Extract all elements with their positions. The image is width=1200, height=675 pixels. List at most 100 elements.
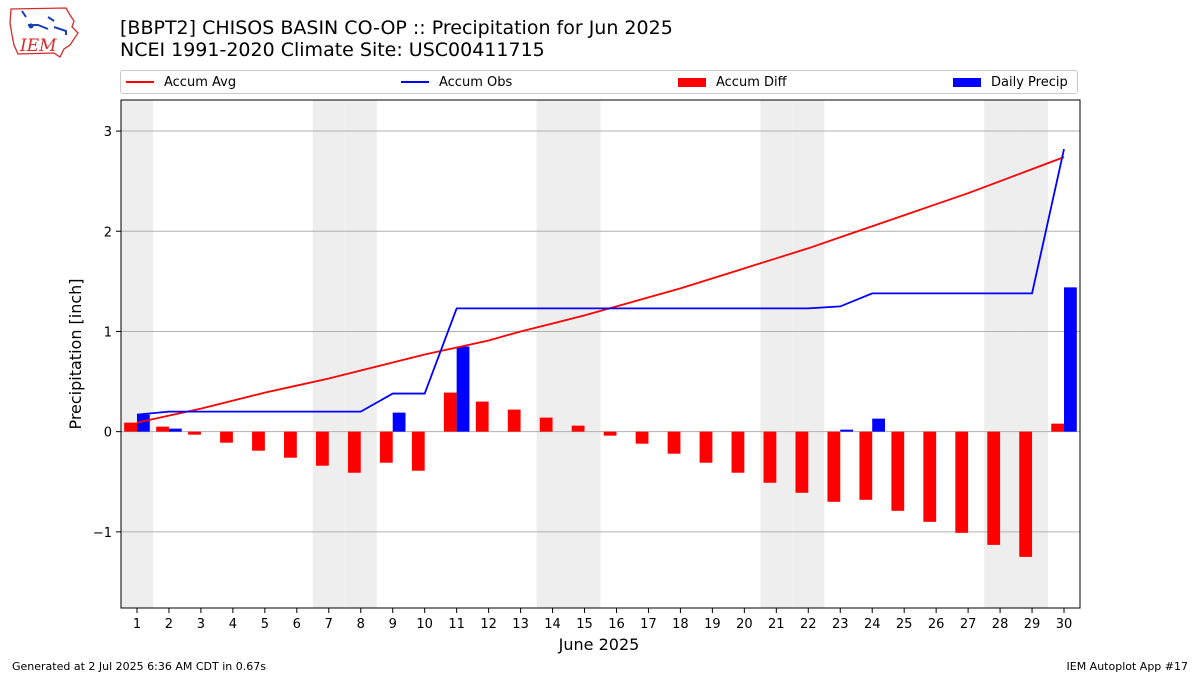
accum-obs-line	[136, 148, 1065, 416]
accum-diff-bar	[539, 417, 553, 432]
accum-lines	[136, 148, 1065, 424]
x-tick-label: 5	[261, 617, 269, 632]
accum-diff-bar	[795, 431, 809, 493]
accum-diff-bar	[315, 431, 329, 466]
accum-diff-bar	[220, 431, 233, 443]
daily-precip-bar	[1064, 287, 1077, 432]
footer-app: IEM Autoplot App #17	[1066, 660, 1189, 673]
accum-diff-bar	[252, 431, 265, 451]
x-tick-label: 17	[640, 617, 657, 632]
y-tick-label: 1	[104, 325, 112, 340]
accum-diff-bar	[923, 431, 937, 522]
accum-diff-bars	[124, 392, 1065, 557]
accum-diff-bar	[1051, 423, 1065, 432]
accum-diff-bar	[731, 431, 745, 473]
accum-diff-bar	[571, 425, 585, 432]
accum-diff-bar	[507, 409, 521, 432]
accum-diff-bar	[443, 392, 457, 432]
logo-text: IEM	[19, 36, 57, 56]
accum-diff-bar	[891, 431, 905, 511]
x-tick-label: 11	[448, 617, 465, 632]
legend-item-accum-obs: Accum Obs	[401, 71, 512, 93]
x-tick-label: 16	[608, 617, 625, 632]
x-axis-ticks: 1 2 3 4 5 6 7 8 9 10 11 12 13 14 15 16 17 18 19 20 21 22 23 24 2…	[133, 608, 1072, 632]
accum-diff-bar	[284, 431, 297, 458]
y-tick-label: 2	[104, 225, 112, 240]
x-tick-label: 4	[229, 617, 237, 632]
x-tick-label: 14	[544, 617, 561, 632]
x-tick-label: 12	[480, 617, 497, 632]
legend-item-daily-precip: Daily Precip	[953, 71, 1068, 93]
iem-logo: IEM	[9, 7, 79, 58]
x-tick-label: 25	[896, 617, 913, 632]
legend-swatch-daily-precip	[953, 77, 981, 87]
legend-swatch-accum-diff	[678, 77, 706, 87]
x-tick-label: 9	[389, 617, 397, 632]
x-tick-label: 21	[768, 617, 785, 632]
accum-diff-bar	[763, 431, 777, 483]
accum-diff-bar	[411, 431, 425, 471]
x-tick-label: 15	[576, 617, 593, 632]
accum-diff-bar	[859, 431, 873, 500]
daily-precip-bar	[168, 428, 182, 432]
chart-title: [BBPT2] CHISOS BASIN CO-OP :: Precipitat…	[120, 17, 673, 39]
accum-diff-bar	[667, 431, 681, 454]
x-tick-label: 26	[928, 617, 945, 632]
accum-diff-bar	[475, 401, 489, 432]
weekend-band	[344, 100, 377, 608]
accum-diff-bar	[635, 431, 649, 444]
plot-frame	[120, 99, 1081, 609]
legend-label-accum-diff: Accum Diff	[716, 74, 787, 90]
accum-diff-bar	[827, 431, 841, 502]
weekend-band	[568, 100, 601, 608]
x-tick-label: 19	[704, 617, 721, 632]
daily-precip-bars	[136, 287, 1077, 432]
daily-precip-bar	[872, 418, 886, 432]
y-axis-label: Precipitation [inch]	[66, 278, 85, 429]
x-tick-label: 2	[165, 617, 173, 632]
x-tick-label: 18	[672, 617, 689, 632]
accum-diff-bar	[156, 426, 169, 432]
x-tick-label: 10	[416, 617, 433, 632]
x-tick-label: 24	[864, 617, 881, 632]
x-tick-label: 22	[800, 617, 817, 632]
accum-diff-bar	[124, 422, 137, 432]
weekend-band	[312, 100, 345, 608]
daily-precip-bar	[136, 414, 150, 432]
weather-symbols	[21, 10, 67, 35]
chart-subtitle: NCEI 1991-2020 Climate Site: USC00411715	[120, 39, 545, 61]
legend-item-accum-diff: Accum Diff	[678, 71, 787, 93]
legend-item-accum-avg: Accum Avg	[126, 71, 236, 93]
accum-diff-bar	[379, 431, 393, 463]
accum-diff-bar	[955, 431, 969, 533]
accum-diff-bar	[1019, 431, 1033, 557]
accum-diff-bar	[347, 431, 361, 473]
gridlines	[121, 130, 1080, 533]
legend-label-accum-obs: Accum Obs	[439, 74, 513, 90]
weather-dot	[28, 23, 34, 29]
accum-diff-bar	[603, 431, 617, 436]
accum-diff-bar	[987, 431, 1001, 545]
y-tick-label: −1	[93, 526, 112, 541]
x-tick-label: 3	[197, 617, 205, 632]
weekend-band	[121, 100, 153, 608]
x-tick-label: 23	[832, 617, 849, 632]
accum-diff-bar	[188, 431, 201, 435]
x-tick-label: 13	[512, 617, 529, 632]
x-tick-label: 28	[992, 617, 1009, 632]
legend-swatch-accum-avg	[126, 81, 154, 83]
footer-generated: Generated at 2 Jul 2025 6:36 AM CDT in 0…	[12, 660, 266, 673]
weekend-band	[792, 100, 825, 608]
x-tick-label: 27	[960, 617, 977, 632]
x-tick-label: 20	[736, 617, 753, 632]
x-tick-label: 8	[357, 617, 365, 632]
y-tick-label: 0	[104, 426, 112, 441]
y-axis-ticks: −1 0 1 2 3	[93, 125, 121, 541]
daily-precip-bar	[840, 429, 854, 432]
legend-label-accum-avg: Accum Avg	[164, 74, 237, 90]
daily-precip-bar	[456, 346, 470, 432]
x-tick-label: 29	[1024, 617, 1041, 632]
x-tick-label: 7	[325, 617, 333, 632]
weekend-band	[536, 100, 569, 608]
